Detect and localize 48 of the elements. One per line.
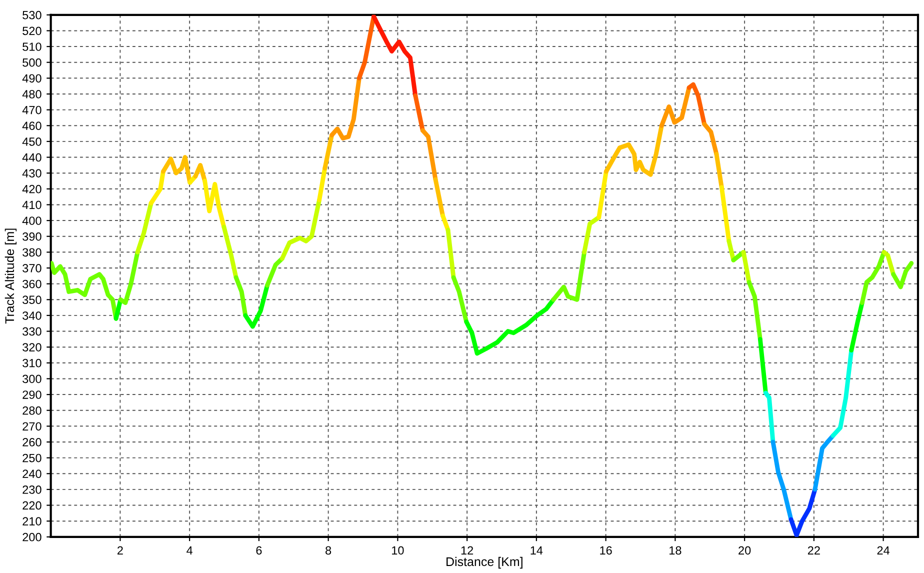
x-tick-label: 2 bbox=[118, 546, 123, 554]
y-tick-label: 200 bbox=[22, 532, 42, 542]
y-tick-label: 430 bbox=[22, 169, 42, 178]
y-tick-label: 230 bbox=[22, 485, 42, 494]
x-tick-label: 10 bbox=[392, 546, 404, 555]
x-tick-label: 14 bbox=[530, 546, 543, 554]
y-tick-label: 390 bbox=[22, 232, 42, 241]
x-tick-label: 4 bbox=[186, 546, 193, 554]
y-tick-label: 450 bbox=[22, 137, 42, 146]
x-tick-label: 6 bbox=[256, 546, 262, 555]
x-tick-label: 22 bbox=[808, 546, 820, 554]
x-axis-title: Distance [Km] bbox=[446, 556, 522, 569]
y-tick-label: 510 bbox=[22, 42, 42, 51]
y-tick-label: 380 bbox=[22, 248, 42, 257]
y-axis-title: Track Altitude [m] bbox=[4, 228, 17, 324]
y-tick-label: 530 bbox=[22, 10, 42, 20]
y-tick-label: 370 bbox=[22, 264, 42, 272]
x-tick-label: 24 bbox=[877, 546, 890, 554]
y-tick-label: 210 bbox=[22, 517, 42, 526]
y-tick-label: 470 bbox=[22, 106, 42, 114]
x-tick-label: 12 bbox=[461, 546, 474, 554]
y-tick-label: 290 bbox=[22, 390, 42, 399]
y-tick-label: 260 bbox=[22, 438, 42, 446]
y-tick-label: 460 bbox=[22, 122, 42, 130]
y-tick-label: 500 bbox=[22, 58, 42, 67]
y-tick-label: 350 bbox=[22, 296, 42, 304]
y-tick-label: 490 bbox=[22, 74, 42, 83]
y-tick-label: 300 bbox=[22, 374, 42, 384]
x-tick-label: 18 bbox=[670, 546, 682, 555]
x-tick-label: 16 bbox=[600, 546, 612, 555]
y-tick-label: 310 bbox=[22, 358, 42, 368]
x-tick-label: 20 bbox=[738, 546, 751, 555]
x-tick-label: 8 bbox=[326, 546, 332, 555]
y-tick-label: 520 bbox=[22, 26, 42, 36]
y-tick-label: 320 bbox=[22, 343, 42, 352]
y-tick-label: 330 bbox=[22, 327, 42, 336]
y-tick-label: 420 bbox=[22, 184, 42, 194]
y-tick-label: 220 bbox=[22, 501, 42, 510]
y-tick-label: 240 bbox=[22, 470, 42, 478]
y-tick-label: 410 bbox=[22, 200, 42, 210]
y-tick-label: 480 bbox=[22, 90, 42, 98]
y-tick-label: 360 bbox=[22, 280, 42, 288]
y-tick-label: 400 bbox=[22, 216, 42, 225]
y-tick-label: 250 bbox=[22, 454, 42, 462]
y-tick-label: 340 bbox=[22, 311, 42, 320]
y-tick-label: 440 bbox=[22, 153, 42, 162]
y-tick-label: 270 bbox=[22, 422, 42, 431]
y-tick-label: 280 bbox=[22, 406, 42, 415]
